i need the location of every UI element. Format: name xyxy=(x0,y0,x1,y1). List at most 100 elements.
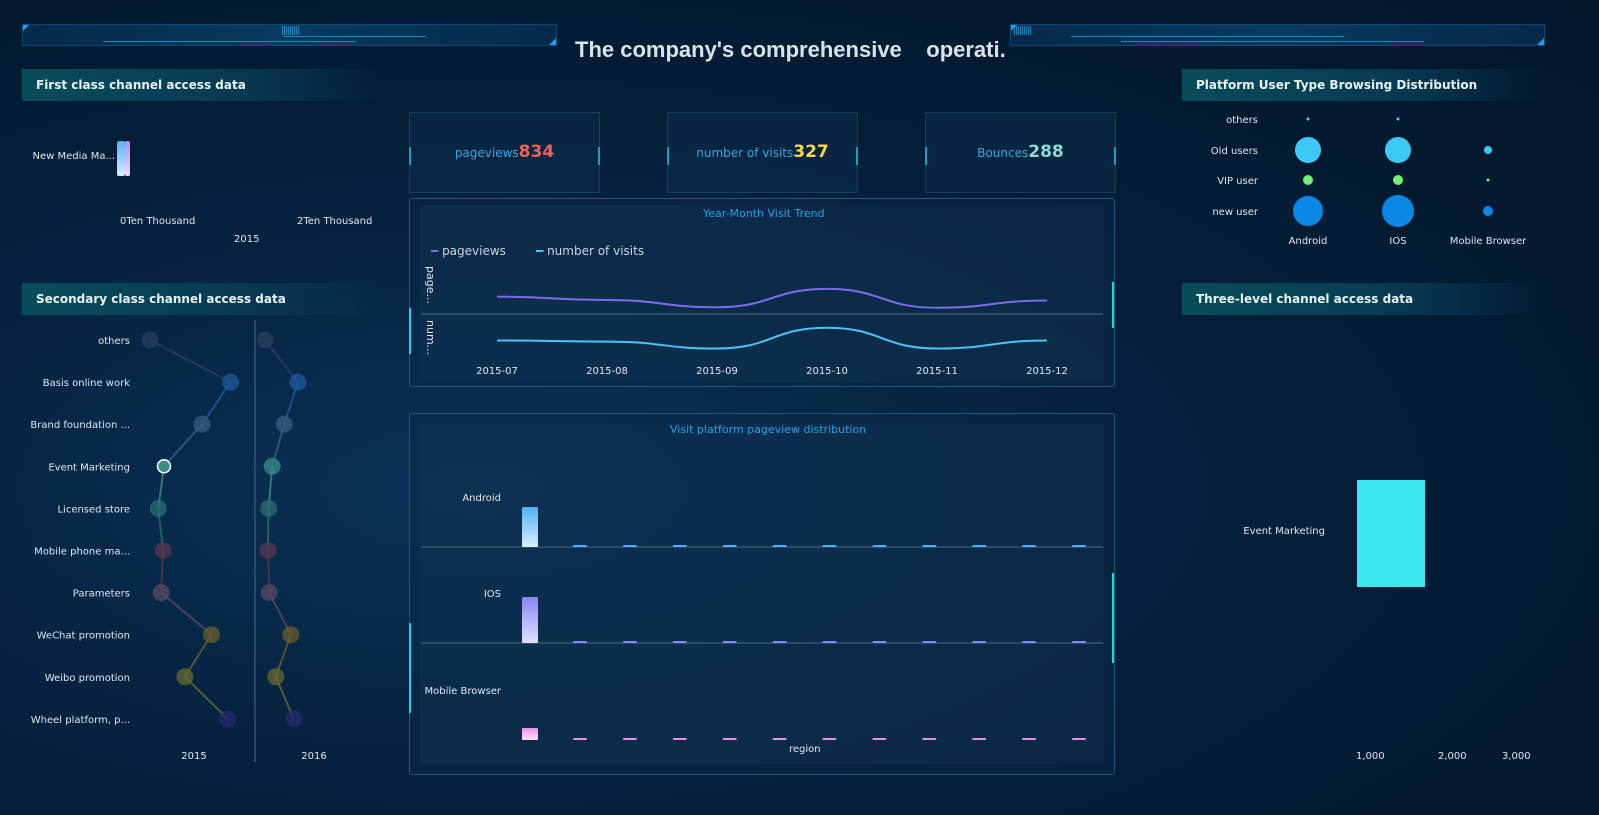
bar[interactable] xyxy=(722,545,737,547)
data-point[interactable] xyxy=(193,415,211,433)
bubble[interactable] xyxy=(1294,136,1322,164)
bar[interactable] xyxy=(522,507,538,547)
panel-accent xyxy=(409,623,411,713)
data-point[interactable] xyxy=(267,668,285,686)
x-tick-label: 2015-09 xyxy=(696,366,738,377)
data-point[interactable] xyxy=(154,542,172,559)
section-three-level: Three-level channel access data xyxy=(1182,283,1542,315)
bar[interactable] xyxy=(972,545,987,547)
bar[interactable] xyxy=(822,738,837,740)
x-tick-label: 2015-07 xyxy=(476,366,518,377)
data-point[interactable] xyxy=(260,584,278,602)
data-point[interactable] xyxy=(203,626,220,644)
bar[interactable] xyxy=(772,738,787,740)
data-point[interactable] xyxy=(259,542,277,559)
bar[interactable] xyxy=(872,738,887,740)
bar[interactable] xyxy=(573,641,587,643)
data-point[interactable] xyxy=(256,331,274,349)
kpi-visits: number of visits327 xyxy=(667,112,858,193)
section-first-class: First class channel access data xyxy=(22,69,382,101)
bubble[interactable] xyxy=(1486,178,1490,182)
bar[interactable] xyxy=(722,641,737,643)
first-class-tick-1: 2Ten Thousand xyxy=(297,216,373,227)
data-point[interactable] xyxy=(282,626,300,644)
data-point[interactable] xyxy=(285,710,303,728)
bubble[interactable] xyxy=(1393,175,1403,185)
x-tick-label: 2015-12 xyxy=(1026,366,1068,377)
data-point[interactable] xyxy=(156,459,172,474)
first-class-bar-2015 xyxy=(117,141,125,176)
bar[interactable] xyxy=(972,738,987,740)
bar[interactable] xyxy=(622,738,637,740)
three-level-tick: 1,000 xyxy=(1356,751,1385,762)
data-point[interactable] xyxy=(222,373,239,391)
bar[interactable] xyxy=(622,545,637,547)
data-point[interactable] xyxy=(176,668,194,686)
data-point[interactable] xyxy=(219,710,237,728)
bar[interactable] xyxy=(622,641,637,643)
bar[interactable] xyxy=(1072,545,1086,547)
bar[interactable] xyxy=(922,545,937,547)
bar[interactable] xyxy=(1022,545,1037,547)
bar[interactable] xyxy=(922,738,937,740)
section-secondary-class: Secondary class channel access data xyxy=(22,283,382,315)
row-label: Android xyxy=(462,493,501,504)
row-label: others xyxy=(1226,115,1258,126)
series-line-segment xyxy=(163,423,203,467)
three-level-category: Event Marketing xyxy=(1243,526,1325,537)
bar[interactable] xyxy=(1022,641,1037,643)
data-point[interactable] xyxy=(149,499,167,517)
bar[interactable] xyxy=(872,545,887,547)
section-platform-user: Platform User Type Browsing Distribution xyxy=(1182,69,1542,101)
data-point[interactable] xyxy=(141,331,159,349)
series-line-number-of-visits xyxy=(496,326,1048,350)
data-point[interactable] xyxy=(260,499,278,517)
data-point[interactable] xyxy=(289,373,307,391)
bar[interactable] xyxy=(522,597,538,643)
bar[interactable] xyxy=(573,738,587,740)
bar[interactable] xyxy=(573,545,587,547)
bubble[interactable] xyxy=(1382,195,1414,227)
bar[interactable] xyxy=(672,641,687,643)
bar[interactable] xyxy=(922,641,937,643)
bubble[interactable] xyxy=(1384,136,1412,164)
bar[interactable] xyxy=(672,738,687,740)
visit-trend-title: Year-Month Visit Trend xyxy=(703,207,825,220)
bar[interactable] xyxy=(772,641,787,643)
category-label: Basis online work xyxy=(43,378,130,389)
bubble[interactable] xyxy=(1293,196,1323,226)
bubble[interactable] xyxy=(1483,206,1493,216)
category-label: Event Marketing xyxy=(48,462,130,473)
legend-visits[interactable]: ━ number of visits xyxy=(536,244,645,258)
bar[interactable] xyxy=(522,728,538,740)
x-tick-label: 2015-10 xyxy=(806,366,848,377)
data-point[interactable] xyxy=(263,457,281,475)
data-point[interactable] xyxy=(275,415,293,433)
panel-accent xyxy=(409,308,411,354)
bar[interactable] xyxy=(822,545,837,547)
bar[interactable] xyxy=(722,738,737,740)
x-tick-label: 2015-08 xyxy=(586,366,628,377)
three-level-tick: 3,000 xyxy=(1502,751,1531,762)
series-line-segment xyxy=(264,339,299,383)
bar[interactable] xyxy=(1072,738,1086,740)
legend-pageviews[interactable]: ━ pageviews xyxy=(431,244,506,258)
category-label: Weibo promotion xyxy=(45,673,130,684)
bubble[interactable] xyxy=(1396,117,1400,121)
category-label: Brand foundation ... xyxy=(30,420,130,431)
platform-pageview-title: Visit platform pageview distribution xyxy=(670,423,867,436)
bar[interactable] xyxy=(672,545,687,547)
bar[interactable] xyxy=(1022,738,1037,740)
bar[interactable] xyxy=(972,641,987,643)
bar[interactable] xyxy=(772,545,787,547)
bar[interactable] xyxy=(872,641,887,643)
bubble[interactable] xyxy=(1303,175,1313,185)
bubble[interactable] xyxy=(1306,117,1310,121)
category-label: Wheel platform, p... xyxy=(31,715,130,726)
data-point[interactable] xyxy=(152,584,170,602)
bar[interactable] xyxy=(822,641,837,643)
bubble[interactable] xyxy=(1484,146,1492,154)
three-level-bar xyxy=(1357,480,1425,587)
bar[interactable] xyxy=(1072,641,1086,643)
header-decoration-left: ||||||||| xyxy=(22,24,557,46)
